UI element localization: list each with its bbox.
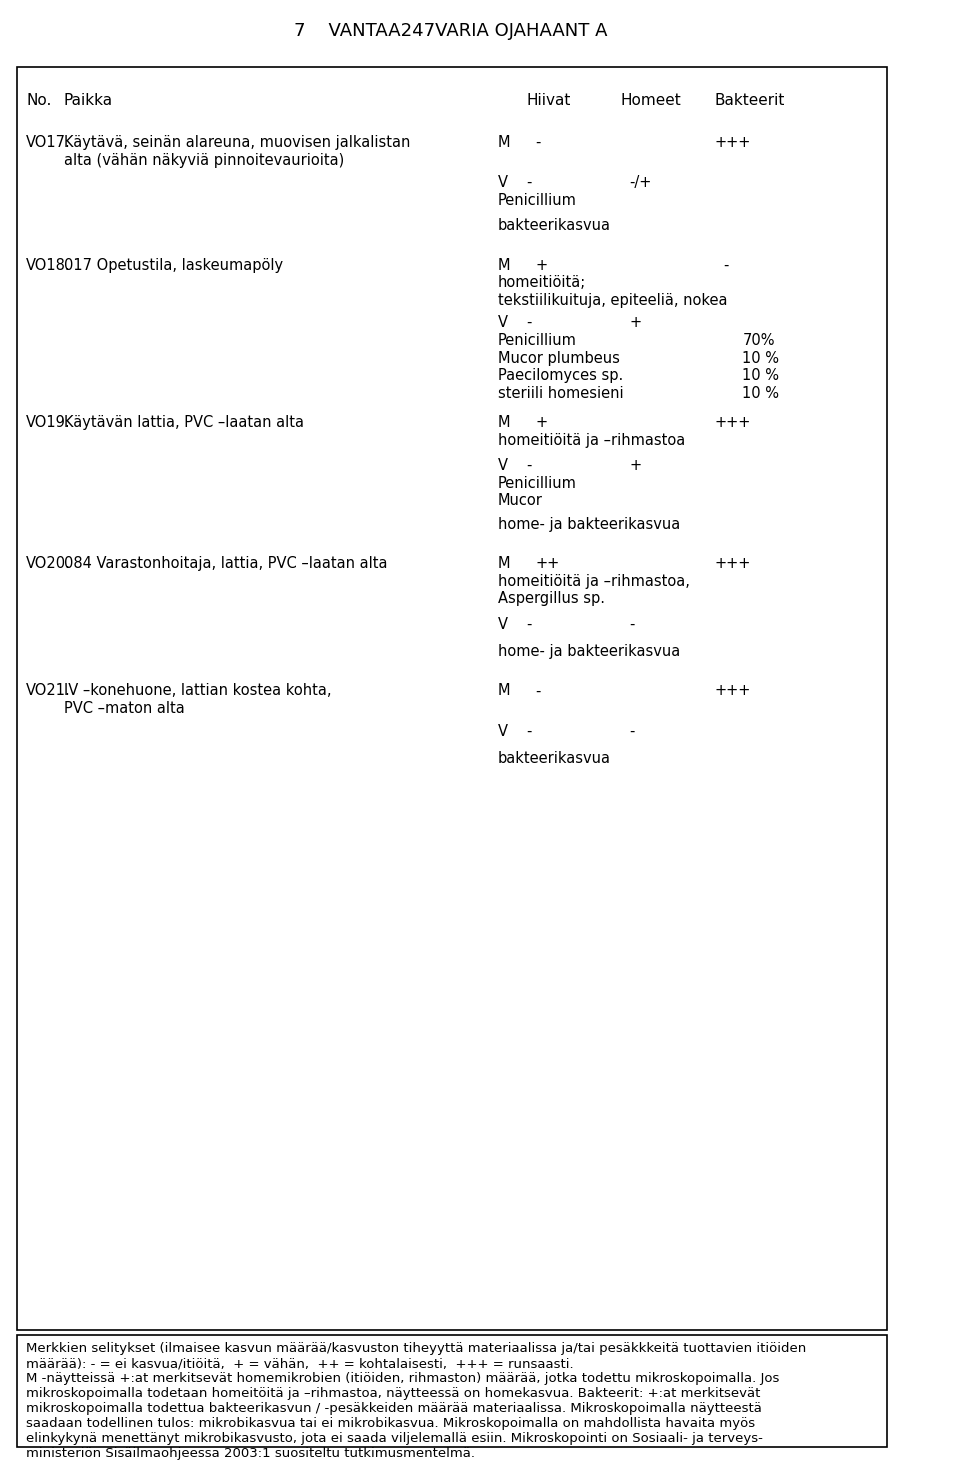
Text: -: - (526, 459, 532, 473)
FancyBboxPatch shape (17, 1334, 887, 1447)
Text: VO18.: VO18. (26, 258, 71, 273)
Text: V: V (498, 617, 508, 632)
Text: No.: No. (26, 93, 52, 108)
Text: Aspergillus sp.: Aspergillus sp. (498, 592, 605, 607)
Text: 10 %: 10 % (742, 368, 780, 383)
Text: +++: +++ (714, 416, 751, 430)
Text: -: - (724, 258, 729, 273)
Text: Penicillium: Penicillium (498, 476, 577, 491)
Text: ++: ++ (536, 556, 560, 571)
Text: VO20.: VO20. (26, 556, 71, 571)
Text: 7    VANTAA247VARIA OJAHAANT A: 7 VANTAA247VARIA OJAHAANT A (295, 22, 608, 40)
Text: -: - (526, 315, 532, 331)
Text: -: - (630, 617, 635, 632)
Text: V: V (498, 459, 508, 473)
Text: Käytävän lattia, PVC –laatan alta: Käytävän lattia, PVC –laatan alta (64, 416, 304, 430)
Text: V: V (498, 315, 508, 331)
Text: +++: +++ (714, 556, 751, 571)
Text: -/+: -/+ (630, 175, 652, 190)
Text: +: + (536, 258, 548, 273)
Text: -: - (526, 724, 532, 739)
Text: Paecilomyces sp.: Paecilomyces sp. (498, 368, 623, 383)
Text: V: V (498, 724, 508, 739)
Text: +: + (536, 416, 548, 430)
Text: Homeet: Homeet (620, 93, 681, 108)
Text: M: M (498, 135, 511, 150)
Text: Bakteerit: Bakteerit (714, 93, 784, 108)
Text: Penicillium: Penicillium (498, 193, 577, 208)
Text: 084 Varastonhoitaja, lattia, PVC –laatan alta: 084 Varastonhoitaja, lattia, PVC –laatan… (64, 556, 388, 571)
Text: V: V (498, 175, 508, 190)
Text: Käytävä, seinän alareuna, muovisen jalkalistan
alta (vähän näkyviä pinnoitevauri: Käytävä, seinän alareuna, muovisen jalka… (64, 135, 410, 168)
FancyBboxPatch shape (17, 67, 887, 1330)
Text: VO19.: VO19. (26, 416, 71, 430)
Text: -: - (526, 175, 532, 190)
Text: -: - (630, 724, 635, 739)
Text: VO17.: VO17. (26, 135, 71, 150)
Text: homeitiöitä ja –rihmastoa,: homeitiöitä ja –rihmastoa, (498, 574, 690, 589)
Text: M: M (498, 556, 511, 571)
Text: Penicillium: Penicillium (498, 332, 577, 347)
Text: homeitiöitä;: homeitiöitä; (498, 275, 587, 291)
Text: -: - (526, 617, 532, 632)
Text: 10 %: 10 % (742, 386, 780, 401)
Text: Mucor: Mucor (498, 494, 543, 509)
Text: Merkkien selitykset (ilmaisee kasvun määrää/kasvuston tiheyyttä materiaalissa ja: Merkkien selitykset (ilmaisee kasvun mää… (26, 1343, 806, 1460)
Text: M: M (498, 416, 511, 430)
Text: homeitiöitä ja –rihmastoa: homeitiöitä ja –rihmastoa (498, 433, 685, 448)
Text: home- ja bakteerikasvua: home- ja bakteerikasvua (498, 644, 681, 659)
Text: +: + (630, 459, 641, 473)
Text: M: M (498, 258, 511, 273)
Text: +++: +++ (714, 135, 751, 150)
Text: home- ja bakteerikasvua: home- ja bakteerikasvua (498, 516, 681, 531)
Text: 017 Opetustila, laskeumapöly: 017 Opetustila, laskeumapöly (64, 258, 283, 273)
Text: 10 %: 10 % (742, 350, 780, 365)
Text: +++: +++ (714, 684, 751, 699)
Text: Mucor plumbeus: Mucor plumbeus (498, 350, 620, 365)
Text: bakteerikasvua: bakteerikasvua (498, 751, 611, 766)
Text: -: - (536, 135, 541, 150)
Text: M: M (498, 684, 511, 699)
Text: Hiivat: Hiivat (526, 93, 570, 108)
Text: tekstiilikuituja, epiteeliä, nokea: tekstiilikuituja, epiteeliä, nokea (498, 292, 728, 307)
Text: bakteerikasvua: bakteerikasvua (498, 218, 611, 233)
Text: IV –konehuone, lattian kostea kohta,
PVC –maton alta: IV –konehuone, lattian kostea kohta, PVC… (64, 684, 331, 715)
Text: VO21.: VO21. (26, 684, 71, 699)
Text: 70%: 70% (742, 332, 775, 347)
Text: +: + (630, 315, 641, 331)
Text: -: - (536, 684, 541, 699)
Text: steriili homesieni: steriili homesieni (498, 386, 624, 401)
Text: Paikka: Paikka (64, 93, 113, 108)
